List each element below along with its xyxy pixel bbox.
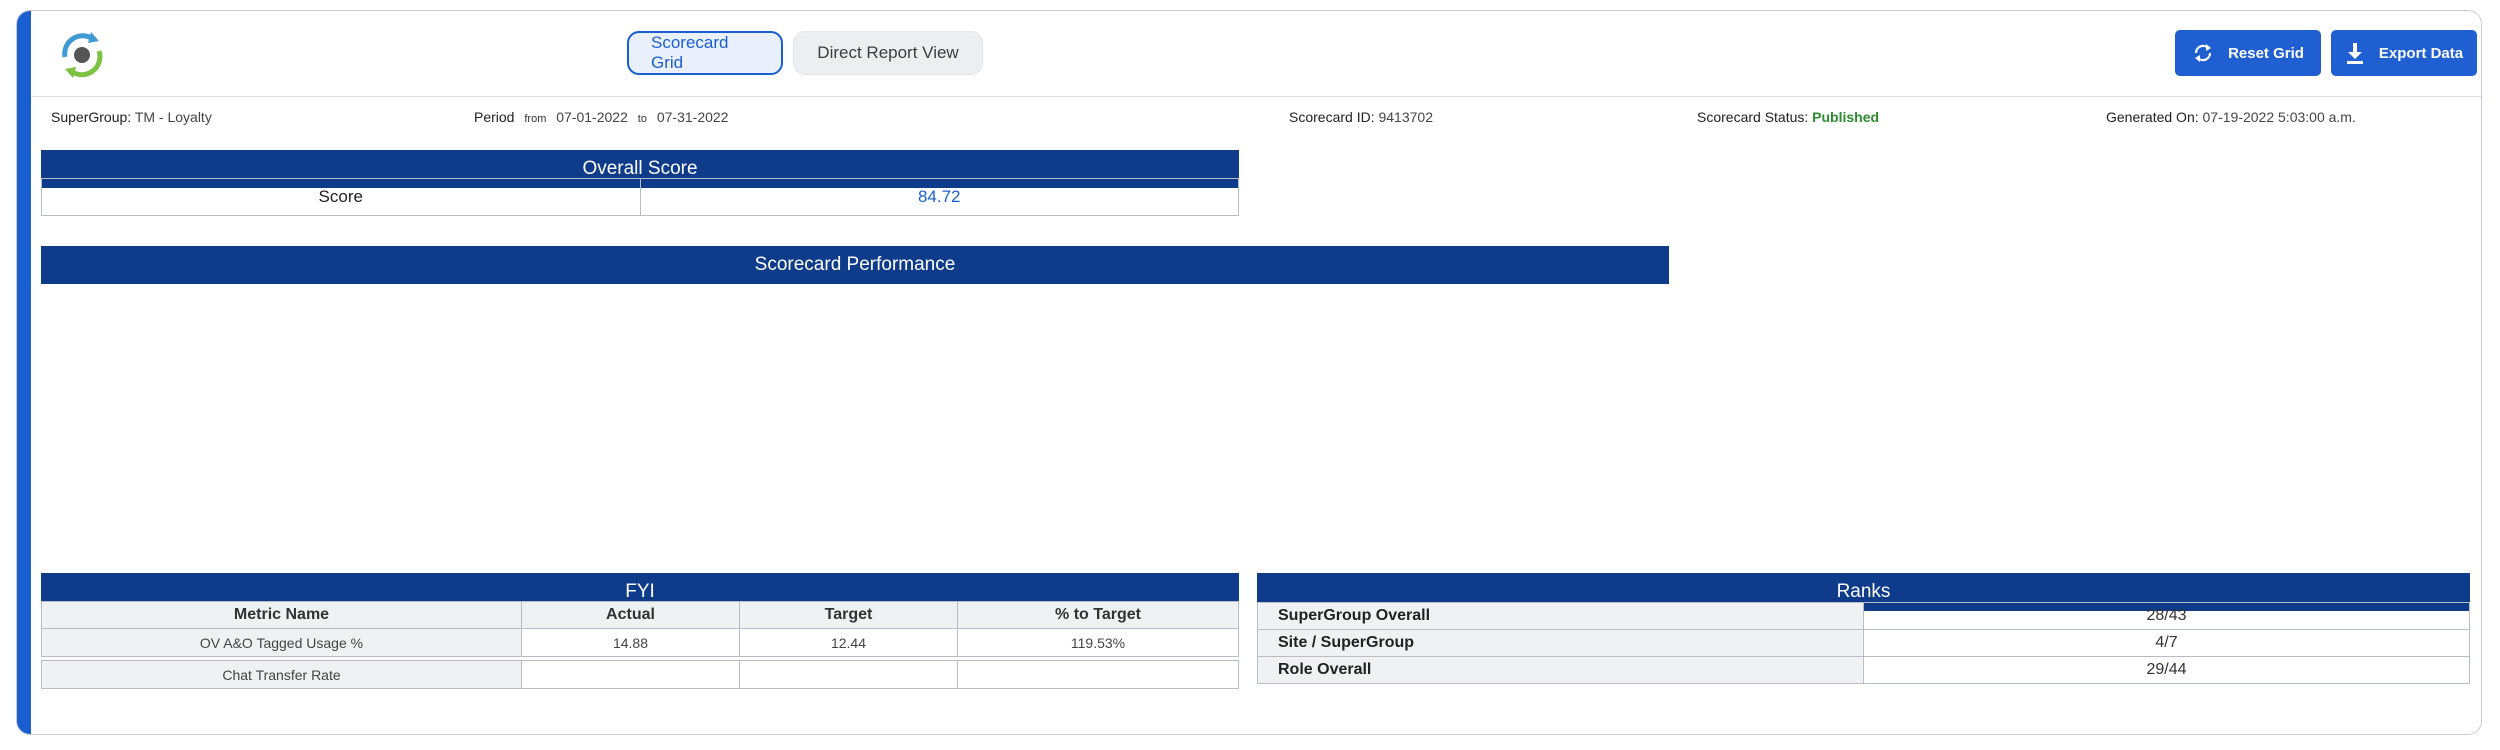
rank-value: 29/44 [1863, 656, 2470, 684]
rank-value: 28/43 [1863, 602, 2470, 630]
generated-on-value: 07-19-2022 5:03:00 a.m. [2202, 109, 2356, 125]
view-toggle: Scorecard Grid Direct Report View [627, 31, 983, 75]
ranks-table: SuperGroup Overall 28/43 Site / SuperGro… [1257, 602, 2470, 684]
score-value: 84.72 [639, 178, 1239, 216]
table-header-row: Metric Name Actual Target % to Target [41, 601, 1239, 629]
table-row: Chat Transfer Rate [41, 660, 1239, 689]
rank-label: Site / SuperGroup [1257, 629, 1864, 657]
table-row: Role Overall 29/44 [1257, 656, 2470, 684]
period-to-value: 07-31-2022 [656, 109, 729, 125]
download-icon [2345, 42, 2365, 64]
left-accent-bar [17, 11, 31, 734]
toolbar: Scorecard Grid Direct Report View Reset … [31, 11, 2481, 97]
rank-label: Role Overall [1257, 656, 1864, 684]
export-data-label: Export Data [2378, 44, 2464, 62]
metric-target: 12.44 [739, 628, 958, 657]
metric-name: OV A&O Tagged Usage % [41, 628, 522, 657]
scorecard-info-row: SuperGroup: TM - Loyalty Period from 07-… [31, 109, 2481, 131]
scorecard-id-info: Scorecard ID: 9413702 [1289, 109, 1433, 125]
supergroup-value: TM - Loyalty [134, 109, 212, 125]
table-row: SuperGroup Overall 28/43 [1257, 602, 2470, 630]
column-header: Actual [521, 601, 740, 629]
table-row: OV A&O Tagged Usage % 14.88 12.44 119.53… [41, 628, 1239, 657]
metric-name: Chat Transfer Rate [41, 660, 522, 689]
column-header: Target [739, 601, 958, 629]
refresh-icon [2192, 42, 2214, 64]
metric-pct-to-target: 119.53% [957, 628, 1239, 657]
scorecard-id-value: 9413702 [1378, 109, 1433, 125]
column-header: % to Target [957, 601, 1239, 629]
metric-actual [521, 660, 740, 689]
fyi-table: Metric Name Actual Target % to Target OV… [41, 601, 1239, 689]
tab-direct-report-view[interactable]: Direct Report View [793, 31, 983, 75]
period-info: Period from 07-01-2022 to 07-31-2022 [474, 109, 729, 125]
rank-label: SuperGroup Overall [1257, 602, 1864, 630]
column-header: Metric Name [41, 601, 522, 629]
export-data-button[interactable]: Export Data [2331, 30, 2477, 76]
scorecard-status-info: Scorecard Status: Published [1697, 109, 1880, 125]
scorecard-performance-header: Scorecard Performance [41, 246, 1669, 284]
table-row: Site / SuperGroup 4/7 [1257, 629, 2470, 657]
metric-actual: 14.88 [521, 628, 740, 657]
tab-scorecard-grid[interactable]: Scorecard Grid [627, 31, 783, 75]
reset-grid-label: Reset Grid [2228, 44, 2304, 62]
table-row: Score 84.72 [41, 178, 1239, 216]
period-from-value: 07-01-2022 [556, 109, 628, 125]
reset-grid-button[interactable]: Reset Grid [2175, 30, 2321, 76]
overall-score-table: Score 84.72 [41, 178, 1239, 216]
generated-on-info: Generated On: 07-19-2022 5:03:00 a.m. [2106, 109, 2356, 125]
rank-value: 4/7 [1863, 629, 2470, 657]
metric-target [739, 660, 958, 689]
scorecard-performance-area [41, 284, 1669, 574]
metric-pct-to-target [957, 660, 1239, 689]
app-logo-icon [53, 27, 111, 81]
supergroup-info: SuperGroup: TM - Loyalty [51, 109, 212, 125]
status-badge: Published [1812, 109, 1880, 125]
score-label: Score [41, 178, 641, 216]
